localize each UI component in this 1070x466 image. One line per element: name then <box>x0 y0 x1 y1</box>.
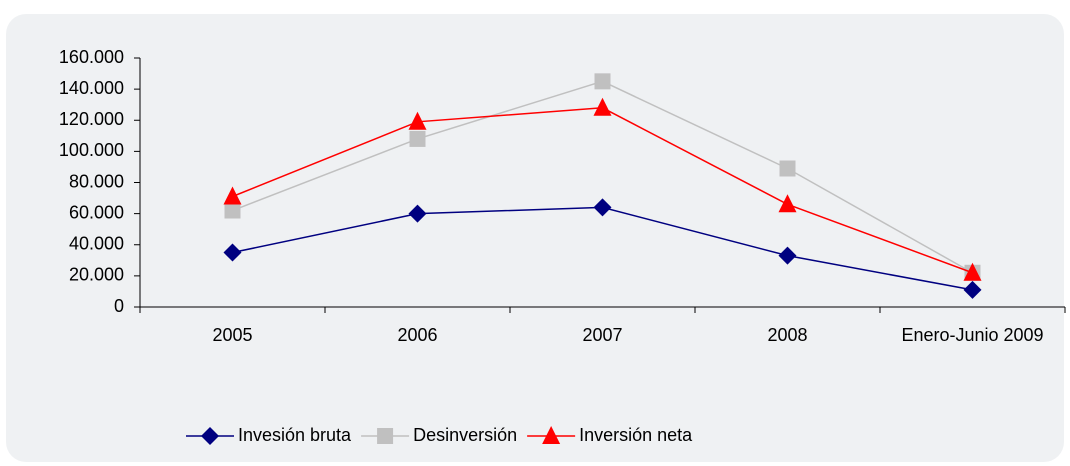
marker <box>408 111 427 130</box>
marker <box>779 160 796 177</box>
y-tick-label: 0 <box>114 296 124 316</box>
legend-label: Desinversión <box>413 425 517 445</box>
marker <box>594 73 611 90</box>
marker <box>377 428 394 444</box>
marker <box>409 130 426 147</box>
marker <box>593 97 612 116</box>
marker <box>963 262 982 281</box>
marker <box>223 243 242 262</box>
marker <box>778 246 797 265</box>
y-tick-label: 100.000 <box>59 140 124 160</box>
y-tick-label: 120.000 <box>59 109 124 129</box>
x-tick-label: 2008 <box>767 325 808 345</box>
x-tick-label: 2007 <box>582 325 623 345</box>
marker <box>593 198 612 217</box>
y-tick-label: 160.000 <box>59 47 124 67</box>
legend-label: Inversión neta <box>579 425 693 445</box>
x-tick-label: 2006 <box>397 325 438 345</box>
marker <box>408 204 427 223</box>
legend-label: Invesión bruta <box>238 425 352 445</box>
marker <box>963 280 982 299</box>
marker <box>201 427 219 445</box>
y-tick-label: 80.000 <box>69 171 124 191</box>
x-tick-label: Enero-Junio 2009 <box>901 325 1044 345</box>
x-tick-label: 2005 <box>212 325 253 345</box>
panel <box>6 14 1064 462</box>
marker <box>224 202 241 219</box>
marker <box>542 426 561 444</box>
y-tick-label: 140.000 <box>59 78 124 98</box>
marker <box>223 186 242 205</box>
marker <box>778 194 797 213</box>
y-tick-label: 60.000 <box>69 202 124 222</box>
y-tick-label: 40.000 <box>69 234 124 254</box>
y-tick-label: 20.000 <box>69 265 124 285</box>
